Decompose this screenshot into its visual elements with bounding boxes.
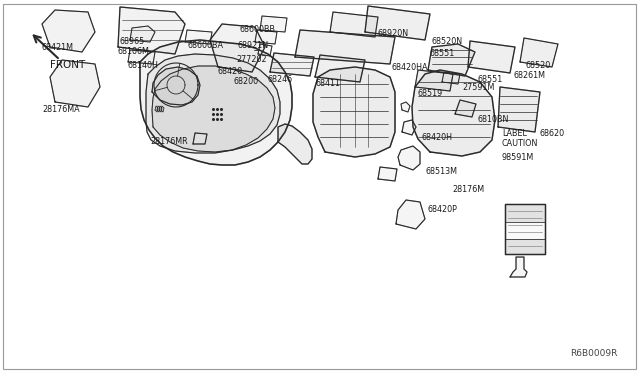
Polygon shape [510,257,527,277]
Text: 277202: 277202 [236,55,267,64]
Polygon shape [128,50,155,64]
Polygon shape [42,10,95,52]
Text: 68420HA: 68420HA [392,62,429,71]
Polygon shape [498,87,540,132]
Text: 68600BB: 68600BB [240,26,276,35]
Polygon shape [193,133,207,144]
Polygon shape [130,26,155,42]
Text: 68140H: 68140H [128,61,159,71]
Text: 68420P: 68420P [428,205,458,215]
Polygon shape [50,60,100,107]
Polygon shape [505,204,545,254]
Text: R6B0009R: R6B0009R [570,350,618,359]
Polygon shape [295,30,395,64]
Text: 68421M: 68421M [42,42,74,51]
Text: 68261M: 68261M [513,71,545,80]
Polygon shape [398,146,420,170]
Text: 27591M: 27591M [462,83,494,92]
Polygon shape [442,72,460,84]
Polygon shape [520,38,558,67]
Text: 68420: 68420 [218,67,243,77]
Polygon shape [159,106,162,112]
Polygon shape [365,6,430,40]
Polygon shape [146,54,280,153]
Text: 68520N: 68520N [432,38,463,46]
Polygon shape [415,70,453,91]
Text: 68246: 68246 [268,76,293,84]
Polygon shape [378,167,397,181]
Polygon shape [278,124,312,164]
Polygon shape [140,40,292,165]
Polygon shape [313,67,395,157]
Polygon shape [210,24,265,72]
Text: 68106M: 68106M [118,48,150,57]
Polygon shape [412,70,495,156]
Polygon shape [402,120,416,135]
Polygon shape [260,16,287,32]
Text: CAUTION: CAUTION [502,140,538,148]
Text: 68965: 68965 [120,38,145,46]
Polygon shape [255,30,277,44]
Text: 68200: 68200 [233,77,258,86]
Polygon shape [401,102,410,112]
Text: 68620: 68620 [540,129,565,138]
Text: 68520: 68520 [525,61,550,71]
Polygon shape [157,106,160,112]
Text: 68513M: 68513M [425,167,457,176]
Text: 68600BA: 68600BA [188,42,224,51]
Polygon shape [505,204,545,222]
Text: 28176MR: 28176MR [150,137,188,145]
Text: FRONT: FRONT [50,60,85,70]
Polygon shape [258,44,272,56]
Text: 28176MA: 28176MA [42,106,79,115]
Polygon shape [152,67,200,105]
Text: 68411: 68411 [316,80,341,89]
Polygon shape [155,106,158,112]
Polygon shape [330,12,378,37]
Text: 68920N: 68920N [378,29,409,38]
Text: 6810BN: 6810BN [478,115,509,124]
Text: 98591M: 98591M [502,154,534,163]
Polygon shape [270,53,314,76]
Text: LABEL: LABEL [502,129,527,138]
Polygon shape [185,30,212,44]
Text: 68921N: 68921N [238,42,269,51]
Text: 28176M: 28176M [452,186,484,195]
Polygon shape [315,55,365,82]
Polygon shape [152,66,275,152]
Text: 68551: 68551 [430,49,455,58]
Polygon shape [396,200,425,229]
Polygon shape [118,7,185,54]
Text: 68420H: 68420H [422,132,453,141]
Polygon shape [468,41,515,73]
Polygon shape [161,106,164,112]
Text: 68551: 68551 [478,76,503,84]
Polygon shape [505,239,545,254]
Polygon shape [428,44,475,76]
Text: 68519: 68519 [418,90,444,99]
Polygon shape [455,100,476,117]
